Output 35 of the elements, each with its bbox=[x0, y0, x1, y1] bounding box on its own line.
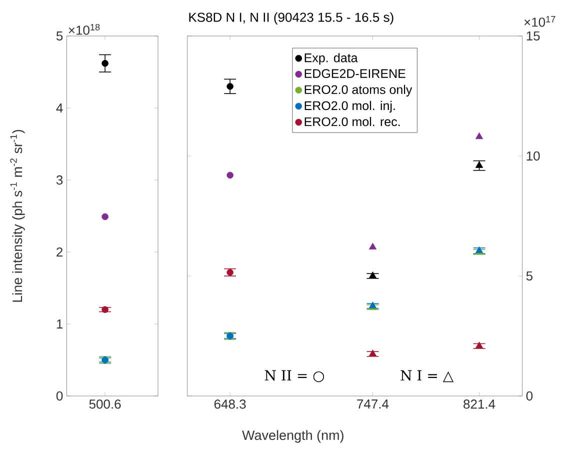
annotation: N I = △ bbox=[400, 370, 454, 382]
x-axis-title: Wavelength (nm) bbox=[242, 430, 344, 443]
text: ×10$^{17}$ bbox=[524, 16, 556, 27]
x-tick-label: 747.4 bbox=[357, 400, 389, 408]
y-tick-label: 1 bbox=[56, 320, 63, 328]
point bbox=[368, 350, 377, 356]
y-tick-label: 4 bbox=[56, 104, 63, 112]
y-axis-title: Line intensity (ph s$^{-1}$ m$^{-2}$ sr$^{-1}$) bbox=[10, 130, 25, 302]
y-tick-label: 5 bbox=[56, 31, 63, 41]
annotation: N II = ○ bbox=[264, 370, 324, 382]
text: ×10$^{18}$ bbox=[68, 24, 100, 35]
y-tick-label: 0 bbox=[56, 391, 63, 401]
chart-title: KS8D N I, N II (90423 15.5 - 16.5 s) bbox=[189, 12, 394, 24]
point bbox=[226, 172, 234, 179]
legend-label: ERO2.0 mol. inj. bbox=[304, 100, 395, 113]
point bbox=[368, 242, 377, 250]
y-tick-label: 2 bbox=[56, 247, 63, 257]
y2-tick-label: 15 bbox=[526, 31, 540, 41]
point bbox=[226, 82, 234, 90]
legend-label: ERO2.0 atoms only bbox=[304, 84, 412, 97]
point bbox=[475, 342, 484, 348]
x-tick-label: 500.6 bbox=[89, 400, 121, 409]
point bbox=[368, 272, 377, 278]
point bbox=[475, 161, 484, 168]
point bbox=[226, 268, 234, 276]
legend-label: ERO2.0 mol. rec. bbox=[304, 116, 400, 126]
y2-tick-label: 10 bbox=[526, 151, 540, 161]
x-tick-label: 648.3 bbox=[214, 400, 246, 409]
y2-tick-label: 0 bbox=[526, 391, 533, 401]
y2-tick-label: 5 bbox=[526, 271, 533, 281]
legend-label: Exp. data bbox=[304, 53, 358, 65]
legend-label: EDGE2D-EIRENE bbox=[304, 69, 406, 78]
x-tick-label: 821.4 bbox=[464, 400, 496, 409]
y-tick-label: 3 bbox=[56, 175, 63, 185]
point bbox=[475, 132, 484, 140]
